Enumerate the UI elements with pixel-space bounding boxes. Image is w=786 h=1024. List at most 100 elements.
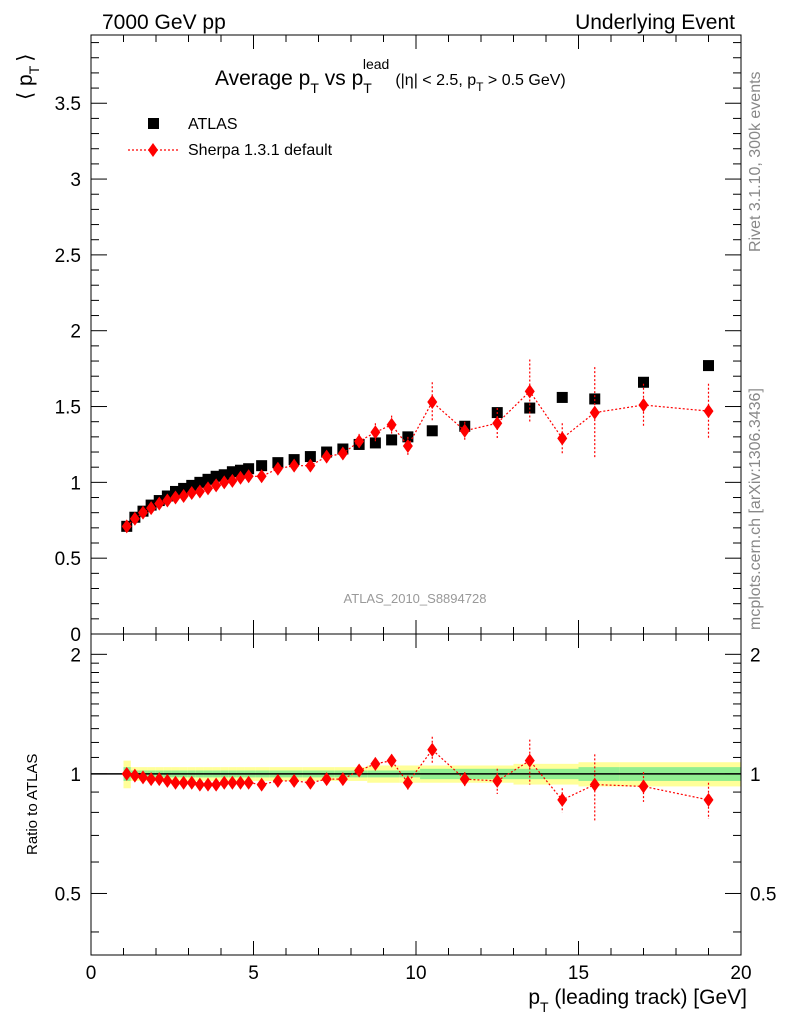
sherpa-point bbox=[459, 423, 470, 438]
sherpa-point bbox=[638, 398, 649, 413]
sherpa-ratio-point bbox=[337, 772, 348, 787]
sherpa-point bbox=[235, 470, 246, 485]
sherpa-ratio-point bbox=[138, 770, 148, 785]
sherpa-point bbox=[256, 469, 267, 484]
sherpa-point bbox=[219, 475, 230, 490]
sherpa-point bbox=[194, 484, 205, 499]
title-cut-sub: T bbox=[476, 80, 484, 94]
sherpa-point bbox=[289, 458, 300, 473]
y-tick-label: 0 bbox=[70, 625, 81, 646]
atlas-point bbox=[426, 425, 438, 437]
atlas-point bbox=[556, 391, 568, 403]
sherpa-point bbox=[427, 394, 438, 409]
y-tick-label: 0.5 bbox=[55, 549, 81, 570]
sherpa-point bbox=[203, 481, 213, 496]
sherpa-ratio-point bbox=[386, 753, 397, 768]
xlabel-main: p bbox=[528, 986, 540, 1009]
atlas-point bbox=[369, 437, 381, 449]
sherpa-ratio-point bbox=[129, 768, 140, 783]
atlas-point bbox=[235, 464, 246, 476]
ylabel-sub: T bbox=[26, 65, 42, 74]
sherpa-line bbox=[126, 390, 709, 527]
atlas-point bbox=[194, 476, 206, 488]
sherpa-ratio-point bbox=[703, 792, 714, 807]
legend-sherpa-marker bbox=[148, 143, 158, 157]
sherpa-ratio-point bbox=[459, 772, 470, 787]
sherpa-ratio-point bbox=[227, 775, 238, 790]
title-sub-t: T bbox=[310, 80, 319, 96]
title-sup-lead: lead bbox=[363, 56, 389, 72]
sherpa-ratio-point bbox=[194, 777, 205, 792]
sherpa-point bbox=[154, 496, 165, 511]
sherpa-ratio-point bbox=[162, 773, 173, 788]
sherpa-ratio-point bbox=[492, 773, 503, 788]
sherpa-point bbox=[121, 519, 132, 534]
atlas-point bbox=[243, 463, 255, 475]
sherpa-ratio-point bbox=[589, 777, 600, 792]
title-prefix: Average p bbox=[215, 67, 310, 90]
xlabel-rest: (leading track) [GeV] bbox=[549, 986, 747, 1009]
y-tick-label: 3.5 bbox=[55, 94, 81, 115]
sherpa-ratio-point bbox=[170, 775, 181, 790]
ratio-y-tick-label-right: 2 bbox=[750, 645, 761, 666]
legend-sherpa-label: Sherpa 1.3.1 default bbox=[188, 142, 333, 159]
sherpa-point bbox=[243, 469, 254, 484]
xlabel-sub: T bbox=[540, 999, 549, 1015]
sherpa-ratio-point bbox=[256, 777, 267, 792]
legend-atlas-marker bbox=[148, 118, 159, 129]
title-cut-a: (|η| < 2.5, p bbox=[395, 72, 476, 89]
sherpa-point bbox=[370, 425, 381, 440]
ratio-y-axis-label: Ratio to ATLAS bbox=[24, 754, 41, 855]
ratio-y-tick-label-right: 1 bbox=[750, 765, 761, 786]
y-tick-label: 1 bbox=[70, 473, 81, 494]
sherpa-point bbox=[354, 434, 365, 449]
header-left: 7000 GeV pp bbox=[102, 11, 226, 34]
sherpa-point bbox=[186, 485, 197, 500]
atlas-point bbox=[256, 460, 268, 472]
sherpa-ratio-point bbox=[272, 773, 283, 788]
sherpa-ratio-point bbox=[289, 773, 300, 788]
sherpa-ratio-point bbox=[219, 775, 230, 790]
sherpa-ratio-point bbox=[146, 772, 157, 787]
ratio-y-tick-label: 2 bbox=[70, 645, 81, 666]
ratio-panel: 0 5 10 15 20 0.5 0.5 1 1 2 2 bbox=[55, 633, 776, 984]
sherpa-ratio-point bbox=[305, 775, 316, 790]
x-tick-label: 0 bbox=[86, 963, 97, 984]
sherpa-ratio-point bbox=[186, 775, 197, 790]
sherpa-point bbox=[386, 417, 397, 432]
ratio-y-tick-label-right: 0.5 bbox=[750, 884, 776, 905]
ratio-y-tick-label: 0.5 bbox=[55, 884, 81, 905]
sherpa-point bbox=[337, 446, 348, 461]
atlas-point bbox=[218, 469, 230, 481]
sherpa-ratio-point bbox=[121, 766, 132, 781]
rivet-label: Rivet 3.1.10, 300k events bbox=[747, 71, 764, 252]
sherpa-point bbox=[492, 416, 503, 431]
sherpa-ratio-point bbox=[557, 792, 568, 807]
legend-atlas-label: ATLAS bbox=[188, 116, 238, 133]
sherpa-point bbox=[146, 501, 157, 516]
sherpa-point bbox=[557, 431, 568, 446]
sherpa-point bbox=[272, 461, 283, 476]
y-tick-label: 1.5 bbox=[55, 398, 81, 419]
sherpa-point bbox=[162, 493, 173, 508]
atlas-point bbox=[226, 466, 238, 478]
x-axis-label: pT (leading track) [GeV] bbox=[528, 986, 747, 1015]
y-tick-label: 2.5 bbox=[55, 246, 81, 267]
sherpa-ratio-point bbox=[354, 763, 365, 778]
sherpa-ratio-point bbox=[321, 772, 332, 787]
sherpa-point bbox=[321, 449, 332, 464]
x-tick-label: 10 bbox=[405, 963, 426, 984]
sherpa-ratio-point bbox=[235, 775, 246, 790]
y-tick-label: 2 bbox=[70, 322, 81, 343]
x-tick-label: 15 bbox=[568, 963, 589, 984]
sherpa-ratio-point bbox=[203, 777, 213, 792]
sherpa-ratio-point bbox=[638, 779, 649, 794]
sherpa-ratio-point bbox=[154, 772, 165, 787]
main-panel: 0 0.5 1 1.5 2 2.5 3 3.5 bbox=[55, 34, 742, 646]
sherpa-point bbox=[129, 511, 140, 526]
main-y-axis-label: ⟨ pT ⟩ bbox=[14, 54, 42, 100]
ratio-frame bbox=[90, 633, 742, 956]
sherpa-ratio-point bbox=[370, 756, 381, 771]
sherpa-point bbox=[703, 404, 714, 419]
